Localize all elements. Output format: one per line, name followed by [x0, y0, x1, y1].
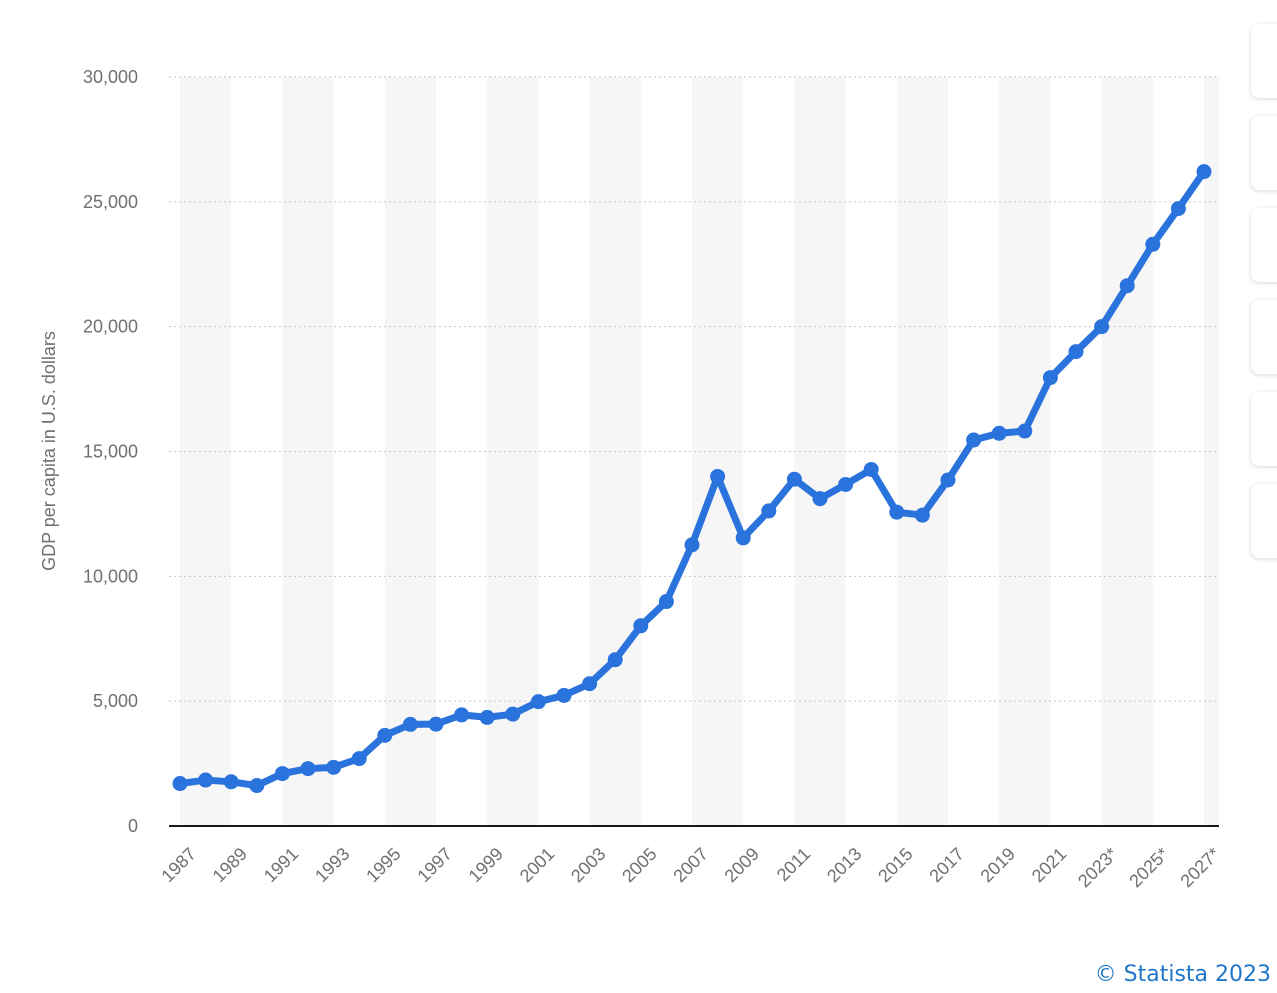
data-point: [966, 432, 982, 448]
side-toolbar-button-2[interactable]: [1251, 116, 1277, 190]
column-band: [1204, 77, 1219, 826]
data-point: [684, 537, 700, 553]
data-point: [1042, 370, 1058, 386]
data-point: [556, 687, 572, 703]
data-point: [863, 461, 879, 477]
data-point: [402, 716, 418, 732]
x-tick-label: 2013: [823, 844, 865, 886]
data-point: [812, 491, 828, 507]
x-axis-tick-labels: 1987 1989 1991 1993 1995 1997 1999 2001 2003 2005…: [157, 844, 1223, 891]
data-point: [889, 504, 905, 520]
x-tick-label: 2015: [874, 844, 916, 886]
x-tick-label: 1999: [465, 844, 507, 886]
data-point: [428, 716, 444, 732]
y-tick-label: 15,000: [83, 442, 138, 462]
y-tick-label: 5,000: [93, 691, 138, 711]
data-point: [172, 776, 188, 792]
series-gdp-per-capita: [172, 164, 1212, 794]
data-point: [249, 778, 265, 794]
x-tick-label: 2003: [567, 844, 609, 886]
x-tick-label: 2007: [669, 844, 711, 886]
data-point: [1068, 344, 1084, 360]
data-point: [1119, 278, 1135, 294]
x-tick-label: 2021: [1028, 844, 1070, 886]
y-axis-tick-labels: 0 5,000 10,000 15,000 20,000 25,000 30,000: [83, 67, 138, 836]
data-point: [838, 476, 854, 492]
y-tick-label: 10,000: [83, 566, 138, 586]
statista-credit-link[interactable]: © Statista 2023: [1094, 962, 1271, 987]
data-point: [223, 774, 239, 790]
data-point: [991, 425, 1007, 441]
x-tick-label: 1989: [209, 844, 251, 886]
x-tick-label: 2009: [721, 844, 763, 886]
data-point: [530, 694, 546, 710]
data-point: [607, 652, 623, 668]
x-tick-label: 2027*: [1176, 844, 1223, 891]
data-point: [505, 706, 521, 722]
data-point: [658, 594, 674, 610]
data-point: [710, 468, 726, 484]
data-point: [1170, 201, 1186, 217]
data-point: [735, 530, 751, 546]
x-tick-label: 2025*: [1125, 844, 1172, 891]
grid-lines: [169, 76, 1219, 702]
y-tick-label: 30,000: [83, 67, 138, 87]
y-axis-label: GDP per capita in U.S. dollars: [39, 331, 59, 571]
data-point: [479, 709, 495, 725]
y-tick-label: 0: [128, 816, 138, 836]
x-tick-label: 1995: [362, 844, 404, 886]
x-tick-label: 2005: [618, 844, 660, 886]
data-point: [582, 676, 598, 692]
side-toolbar-button-1[interactable]: [1251, 24, 1277, 98]
data-point: [940, 472, 956, 488]
x-tick-label: 1997: [413, 844, 455, 886]
x-tick-label: 2019: [977, 844, 1019, 886]
data-point: [1145, 236, 1161, 252]
x-tick-label: 1993: [311, 844, 353, 886]
side-toolbar-button-3[interactable]: [1251, 208, 1277, 282]
side-toolbar-button-4[interactable]: [1251, 300, 1277, 374]
x-tick-label: 2017: [925, 844, 967, 886]
data-point: [633, 618, 649, 634]
x-tick-label: 1991: [260, 844, 302, 886]
data-point: [1094, 319, 1110, 335]
x-tick-label: 2023*: [1074, 844, 1121, 891]
data-point: [761, 503, 777, 519]
data-point: [300, 761, 316, 777]
data-point: [198, 772, 214, 788]
data-point: [786, 471, 802, 487]
data-point: [326, 759, 342, 775]
data-point: [1017, 423, 1033, 439]
y-tick-label: 25,000: [83, 192, 138, 212]
data-point: [1196, 164, 1212, 180]
y-tick-label: 20,000: [83, 317, 138, 337]
x-tick-label: 2001: [516, 844, 558, 886]
data-point: [454, 707, 470, 723]
x-tick-label: 2011: [773, 844, 815, 886]
data-point: [351, 751, 367, 767]
data-point: [274, 766, 290, 782]
data-point: [377, 727, 393, 743]
data-point: [914, 507, 930, 523]
x-tick-label: 1987: [157, 844, 199, 886]
side-toolbar-button-5[interactable]: [1251, 392, 1277, 466]
side-toolbar-button-6[interactable]: [1251, 484, 1277, 558]
